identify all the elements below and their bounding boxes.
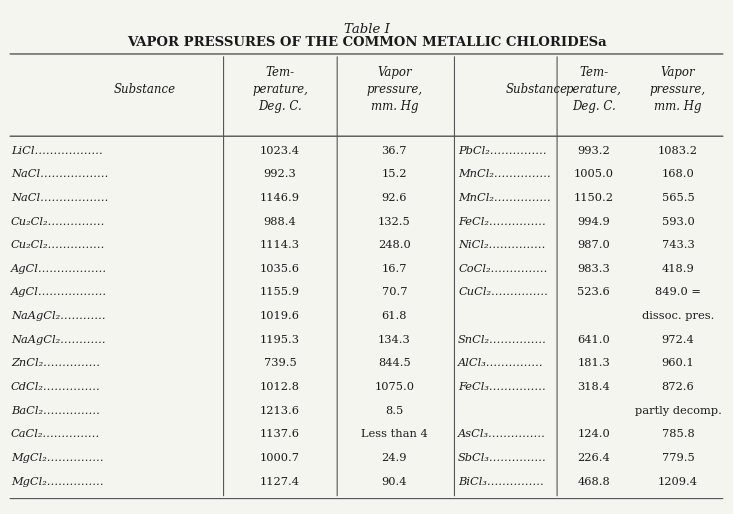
- Text: Substance: Substance: [506, 83, 568, 97]
- Text: 1000.7: 1000.7: [260, 453, 300, 463]
- Text: 1137.6: 1137.6: [260, 429, 300, 439]
- Text: Tem-
perature,
Deg. C.: Tem- perature, Deg. C.: [566, 66, 622, 114]
- Text: 1209.4: 1209.4: [658, 476, 698, 487]
- Text: Vapor
pressure,
mm. Hg: Vapor pressure, mm. Hg: [366, 66, 422, 114]
- Text: 1075.0: 1075.0: [375, 382, 414, 392]
- Text: NaCl………………: NaCl………………: [11, 193, 108, 203]
- Text: FeCl₃……………: FeCl₃……………: [458, 382, 546, 392]
- Text: Tem-
perature,
Deg. C.: Tem- perature, Deg. C.: [252, 66, 308, 114]
- Text: MgCl₂……………: MgCl₂……………: [11, 476, 103, 487]
- Text: CuCl₂……………: CuCl₂……………: [458, 287, 548, 298]
- Text: 226.4: 226.4: [578, 453, 610, 463]
- Text: SbCl₃……………: SbCl₃……………: [458, 453, 547, 463]
- Text: 1035.6: 1035.6: [260, 264, 300, 274]
- Text: 1019.6: 1019.6: [260, 311, 300, 321]
- Text: 124.0: 124.0: [578, 429, 610, 439]
- Text: 641.0: 641.0: [578, 335, 610, 345]
- Text: 468.8: 468.8: [578, 476, 610, 487]
- Text: Vapor
pressure,
mm. Hg: Vapor pressure, mm. Hg: [650, 66, 706, 114]
- Text: 181.3: 181.3: [578, 358, 610, 369]
- Text: MnCl₂……………: MnCl₂……………: [458, 193, 551, 203]
- Text: Cu₂Cl₂……………: Cu₂Cl₂……………: [11, 240, 106, 250]
- Text: 872.6: 872.6: [662, 382, 694, 392]
- Text: MnCl₂……………: MnCl₂……………: [458, 169, 551, 179]
- Text: FeCl₂……………: FeCl₂……………: [458, 216, 546, 227]
- Text: 523.6: 523.6: [578, 287, 610, 298]
- Text: 1146.9: 1146.9: [260, 193, 300, 203]
- Text: BiCl₃……………: BiCl₃……………: [458, 476, 544, 487]
- Text: 1005.0: 1005.0: [574, 169, 614, 179]
- Text: PbCl₂……………: PbCl₂……………: [458, 145, 547, 156]
- Text: 1023.4: 1023.4: [260, 145, 300, 156]
- Text: 15.2: 15.2: [382, 169, 407, 179]
- Text: partly decomp.: partly decomp.: [635, 406, 721, 416]
- Text: 785.8: 785.8: [662, 429, 694, 439]
- Text: 992.3: 992.3: [264, 169, 296, 179]
- Text: VAPOR PRESSURES OF THE COMMON METALLIC CHLORIDESa: VAPOR PRESSURES OF THE COMMON METALLIC C…: [127, 36, 606, 49]
- Text: 988.4: 988.4: [264, 216, 296, 227]
- Text: MgCl₂……………: MgCl₂……………: [11, 453, 103, 463]
- Text: 972.4: 972.4: [662, 335, 694, 345]
- Text: SnCl₂……………: SnCl₂……………: [458, 335, 547, 345]
- Text: 1150.2: 1150.2: [574, 193, 614, 203]
- Text: 739.5: 739.5: [264, 358, 296, 369]
- Text: 983.3: 983.3: [578, 264, 610, 274]
- Text: LiCl………………: LiCl………………: [11, 145, 103, 156]
- Text: 70.7: 70.7: [382, 287, 407, 298]
- Text: NaCl………………: NaCl………………: [11, 169, 108, 179]
- Text: 8.5: 8.5: [386, 406, 403, 416]
- Text: 593.0: 593.0: [662, 216, 694, 227]
- Text: Table I: Table I: [344, 23, 389, 36]
- Text: 1213.6: 1213.6: [260, 406, 300, 416]
- Text: NaAgCl₂…………: NaAgCl₂…………: [11, 335, 106, 345]
- Text: Substance: Substance: [114, 83, 176, 97]
- Text: 779.5: 779.5: [662, 453, 694, 463]
- Text: 248.0: 248.0: [378, 240, 410, 250]
- Text: 844.5: 844.5: [378, 358, 410, 369]
- Text: 92.6: 92.6: [382, 193, 407, 203]
- Text: 1155.9: 1155.9: [260, 287, 300, 298]
- Text: 134.3: 134.3: [378, 335, 410, 345]
- Text: Cu₂Cl₂……………: Cu₂Cl₂……………: [11, 216, 106, 227]
- Text: 849.0 =: 849.0 =: [655, 287, 701, 298]
- Text: 16.7: 16.7: [382, 264, 407, 274]
- Text: NaAgCl₂…………: NaAgCl₂…………: [11, 311, 106, 321]
- Text: 565.5: 565.5: [662, 193, 694, 203]
- Text: 36.7: 36.7: [382, 145, 407, 156]
- Text: 1083.2: 1083.2: [658, 145, 698, 156]
- Text: 1195.3: 1195.3: [260, 335, 300, 345]
- Text: 24.9: 24.9: [382, 453, 407, 463]
- Text: AgCl………………: AgCl………………: [11, 264, 107, 274]
- Text: 993.2: 993.2: [578, 145, 610, 156]
- Text: dissoc. pres.: dissoc. pres.: [642, 311, 714, 321]
- Text: 960.1: 960.1: [662, 358, 694, 369]
- Text: CdCl₂……………: CdCl₂……………: [11, 382, 100, 392]
- Text: 1114.3: 1114.3: [260, 240, 300, 250]
- Text: AsCl₃……………: AsCl₃……………: [458, 429, 546, 439]
- Text: AlCl₃……………: AlCl₃……………: [458, 358, 544, 369]
- Text: Less than 4: Less than 4: [361, 429, 428, 439]
- Text: 987.0: 987.0: [578, 240, 610, 250]
- Text: 1127.4: 1127.4: [260, 476, 300, 487]
- Text: 418.9: 418.9: [662, 264, 694, 274]
- Text: AgCl………………: AgCl………………: [11, 287, 107, 298]
- Text: 168.0: 168.0: [662, 169, 694, 179]
- Text: 318.4: 318.4: [578, 382, 610, 392]
- Text: 743.3: 743.3: [662, 240, 694, 250]
- Text: 994.9: 994.9: [578, 216, 610, 227]
- Text: NiCl₂……………: NiCl₂……………: [458, 240, 545, 250]
- Text: 1012.8: 1012.8: [260, 382, 300, 392]
- Text: CaCl₂……………: CaCl₂……………: [11, 429, 100, 439]
- Text: BaCl₂……………: BaCl₂……………: [11, 406, 100, 416]
- Text: CoCl₂……………: CoCl₂……………: [458, 264, 548, 274]
- Text: 90.4: 90.4: [382, 476, 407, 487]
- Text: ZnCl₂……………: ZnCl₂……………: [11, 358, 100, 369]
- Text: 61.8: 61.8: [382, 311, 407, 321]
- Text: 132.5: 132.5: [378, 216, 410, 227]
